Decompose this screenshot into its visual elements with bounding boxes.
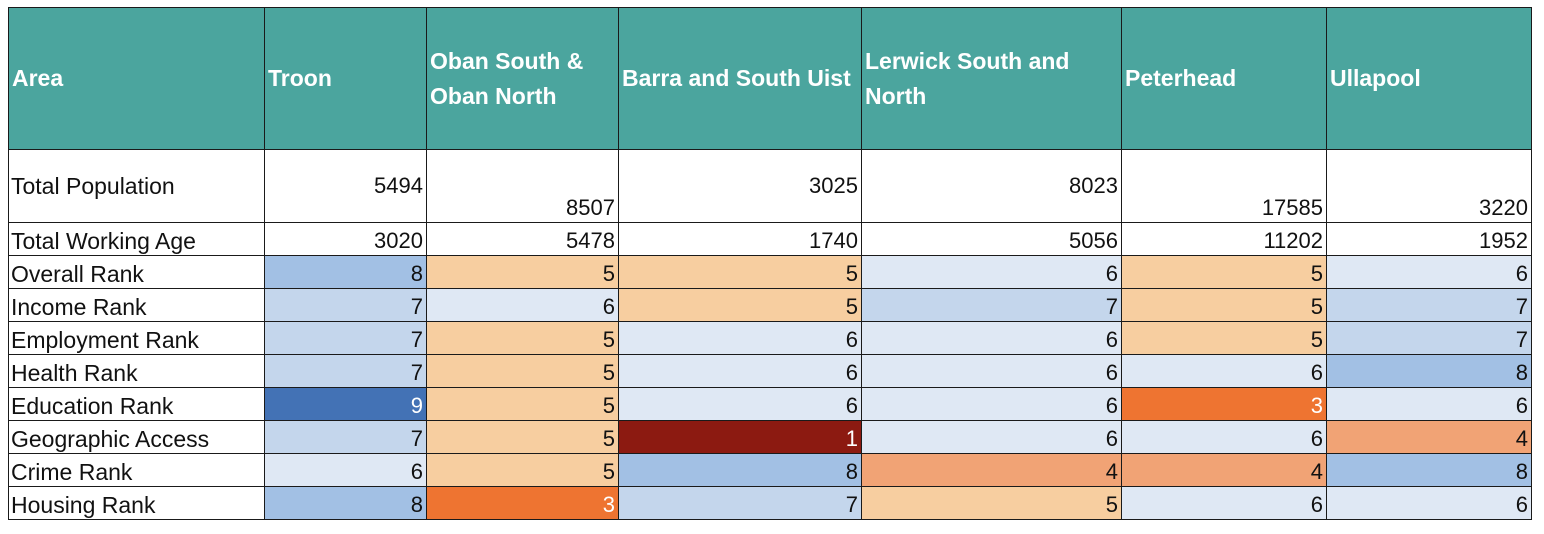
- table-cell: 4: [1326, 420, 1532, 454]
- table-cell: 6: [426, 288, 619, 322]
- table-cell: 7: [264, 288, 427, 322]
- table-cell: 6: [861, 354, 1122, 388]
- row-label: Employment Rank: [8, 321, 265, 355]
- table-cell: 3020: [264, 222, 427, 256]
- table-cell: 5: [1121, 321, 1327, 355]
- table-cell: 5: [426, 420, 619, 454]
- table-row: Employment Rank 7 5 6 6 5 7: [8, 321, 1532, 355]
- table-cell: 5: [1121, 288, 1327, 322]
- table-cell: 5: [618, 255, 862, 289]
- table-cell: 7: [861, 288, 1122, 322]
- table-cell: 5: [426, 453, 619, 487]
- table-cell: 6: [1326, 255, 1532, 289]
- table-cell: 8: [264, 255, 427, 289]
- table-cell: 5: [426, 387, 619, 421]
- table-cell: 3220: [1326, 149, 1532, 223]
- table-cell: 6: [618, 321, 862, 355]
- table-cell: 7: [264, 420, 427, 454]
- table-cell: 6: [1326, 387, 1532, 421]
- table-cell: 8: [1326, 354, 1532, 388]
- table-cell: 5494: [264, 149, 427, 223]
- table-cell: 5: [861, 486, 1122, 520]
- table-cell: 3: [1121, 387, 1327, 421]
- table-cell: 6: [1326, 486, 1532, 520]
- table-body: Total Population 5494 8507 3025 8023 17585 322…: [8, 149, 1532, 520]
- row-label: Income Rank: [8, 288, 265, 322]
- table-row: Education Rank 9 5 6 6 3 6: [8, 387, 1532, 421]
- row-label: Geographic Access: [8, 420, 265, 454]
- table-row: Overall Rank 8 5 5 6 5 6: [8, 255, 1532, 289]
- table-cell: 5478: [426, 222, 619, 256]
- row-label: Total Population: [8, 149, 265, 223]
- table-cell: 5: [426, 255, 619, 289]
- table-cell: 3025: [618, 149, 862, 223]
- row-label: Crime Rank: [8, 453, 265, 487]
- table-cell: 6: [861, 420, 1122, 454]
- table-cell: 1: [618, 420, 862, 454]
- table-cell: 6: [618, 387, 862, 421]
- table-cell: 17585: [1121, 149, 1327, 223]
- row-label: Housing Rank: [8, 486, 265, 520]
- table-cell: 5: [618, 288, 862, 322]
- row-label: Overall Rank: [8, 255, 265, 289]
- header-lerwick: Lerwick South and North: [861, 7, 1122, 150]
- table-cell: 6: [1121, 420, 1327, 454]
- table-cell: 1740: [618, 222, 862, 256]
- header-ullapool: Ullapool: [1326, 7, 1532, 150]
- table-cell: 5: [426, 354, 619, 388]
- header-row: Area Troon Oban South & Oban North Barra…: [8, 7, 1532, 150]
- table-cell: 5: [426, 321, 619, 355]
- table-cell: 9: [264, 387, 427, 421]
- header-peterhead: Peterhead: [1121, 7, 1327, 150]
- table-row: Crime Rank 6 5 8 4 4 8: [8, 453, 1532, 487]
- row-label: Education Rank: [8, 387, 265, 421]
- table-row: Geographic Access 7 5 1 6 6 4: [8, 420, 1532, 454]
- header-area: Area: [8, 7, 265, 150]
- table-cell: 6: [1121, 486, 1327, 520]
- table-cell: 6: [861, 321, 1122, 355]
- table-row: Income Rank 7 6 5 7 5 7: [8, 288, 1532, 322]
- header-oban: Oban South & Oban North: [426, 7, 619, 150]
- table-cell: 8023: [861, 149, 1122, 223]
- table-cell: 4: [1121, 453, 1327, 487]
- table-row: Health Rank 7 5 6 6 6 8: [8, 354, 1532, 388]
- table-cell: 6: [861, 387, 1122, 421]
- table-cell: 8: [618, 453, 862, 487]
- table-cell: 6: [618, 354, 862, 388]
- table-cell: 8: [264, 486, 427, 520]
- row-label: Total Working Age: [8, 222, 265, 256]
- table-cell: 7: [264, 321, 427, 355]
- row-label: Health Rank: [8, 354, 265, 388]
- header-troon: Troon: [264, 7, 427, 150]
- table-cell: 7: [264, 354, 427, 388]
- table-cell: 8: [1326, 453, 1532, 487]
- data-table: Area Troon Oban South & Oban North Barra…: [8, 7, 1532, 520]
- table-row: Total Population 5494 8507 3025 8023 17585 322…: [8, 149, 1532, 223]
- table-cell: 5: [1121, 255, 1327, 289]
- table-cell: 4: [861, 453, 1122, 487]
- table-row: Housing Rank 8 3 7 5 6 6: [8, 486, 1532, 520]
- table-cell: 6: [861, 255, 1122, 289]
- table-cell: 7: [1326, 288, 1532, 322]
- table-cell: 7: [618, 486, 862, 520]
- table-cell: 11202: [1121, 222, 1327, 256]
- table-cell: 7: [1326, 321, 1532, 355]
- table-row: Total Working Age 3020 5478 1740 5056 11202 19…: [8, 222, 1532, 256]
- table-cell: 8507: [426, 149, 619, 223]
- table-cell: 6: [1121, 354, 1327, 388]
- header-barra: Barra and South Uist: [618, 7, 862, 150]
- table-cell: 1952: [1326, 222, 1532, 256]
- table-cell: 3: [426, 486, 619, 520]
- table-cell: 5056: [861, 222, 1122, 256]
- table-cell: 6: [264, 453, 427, 487]
